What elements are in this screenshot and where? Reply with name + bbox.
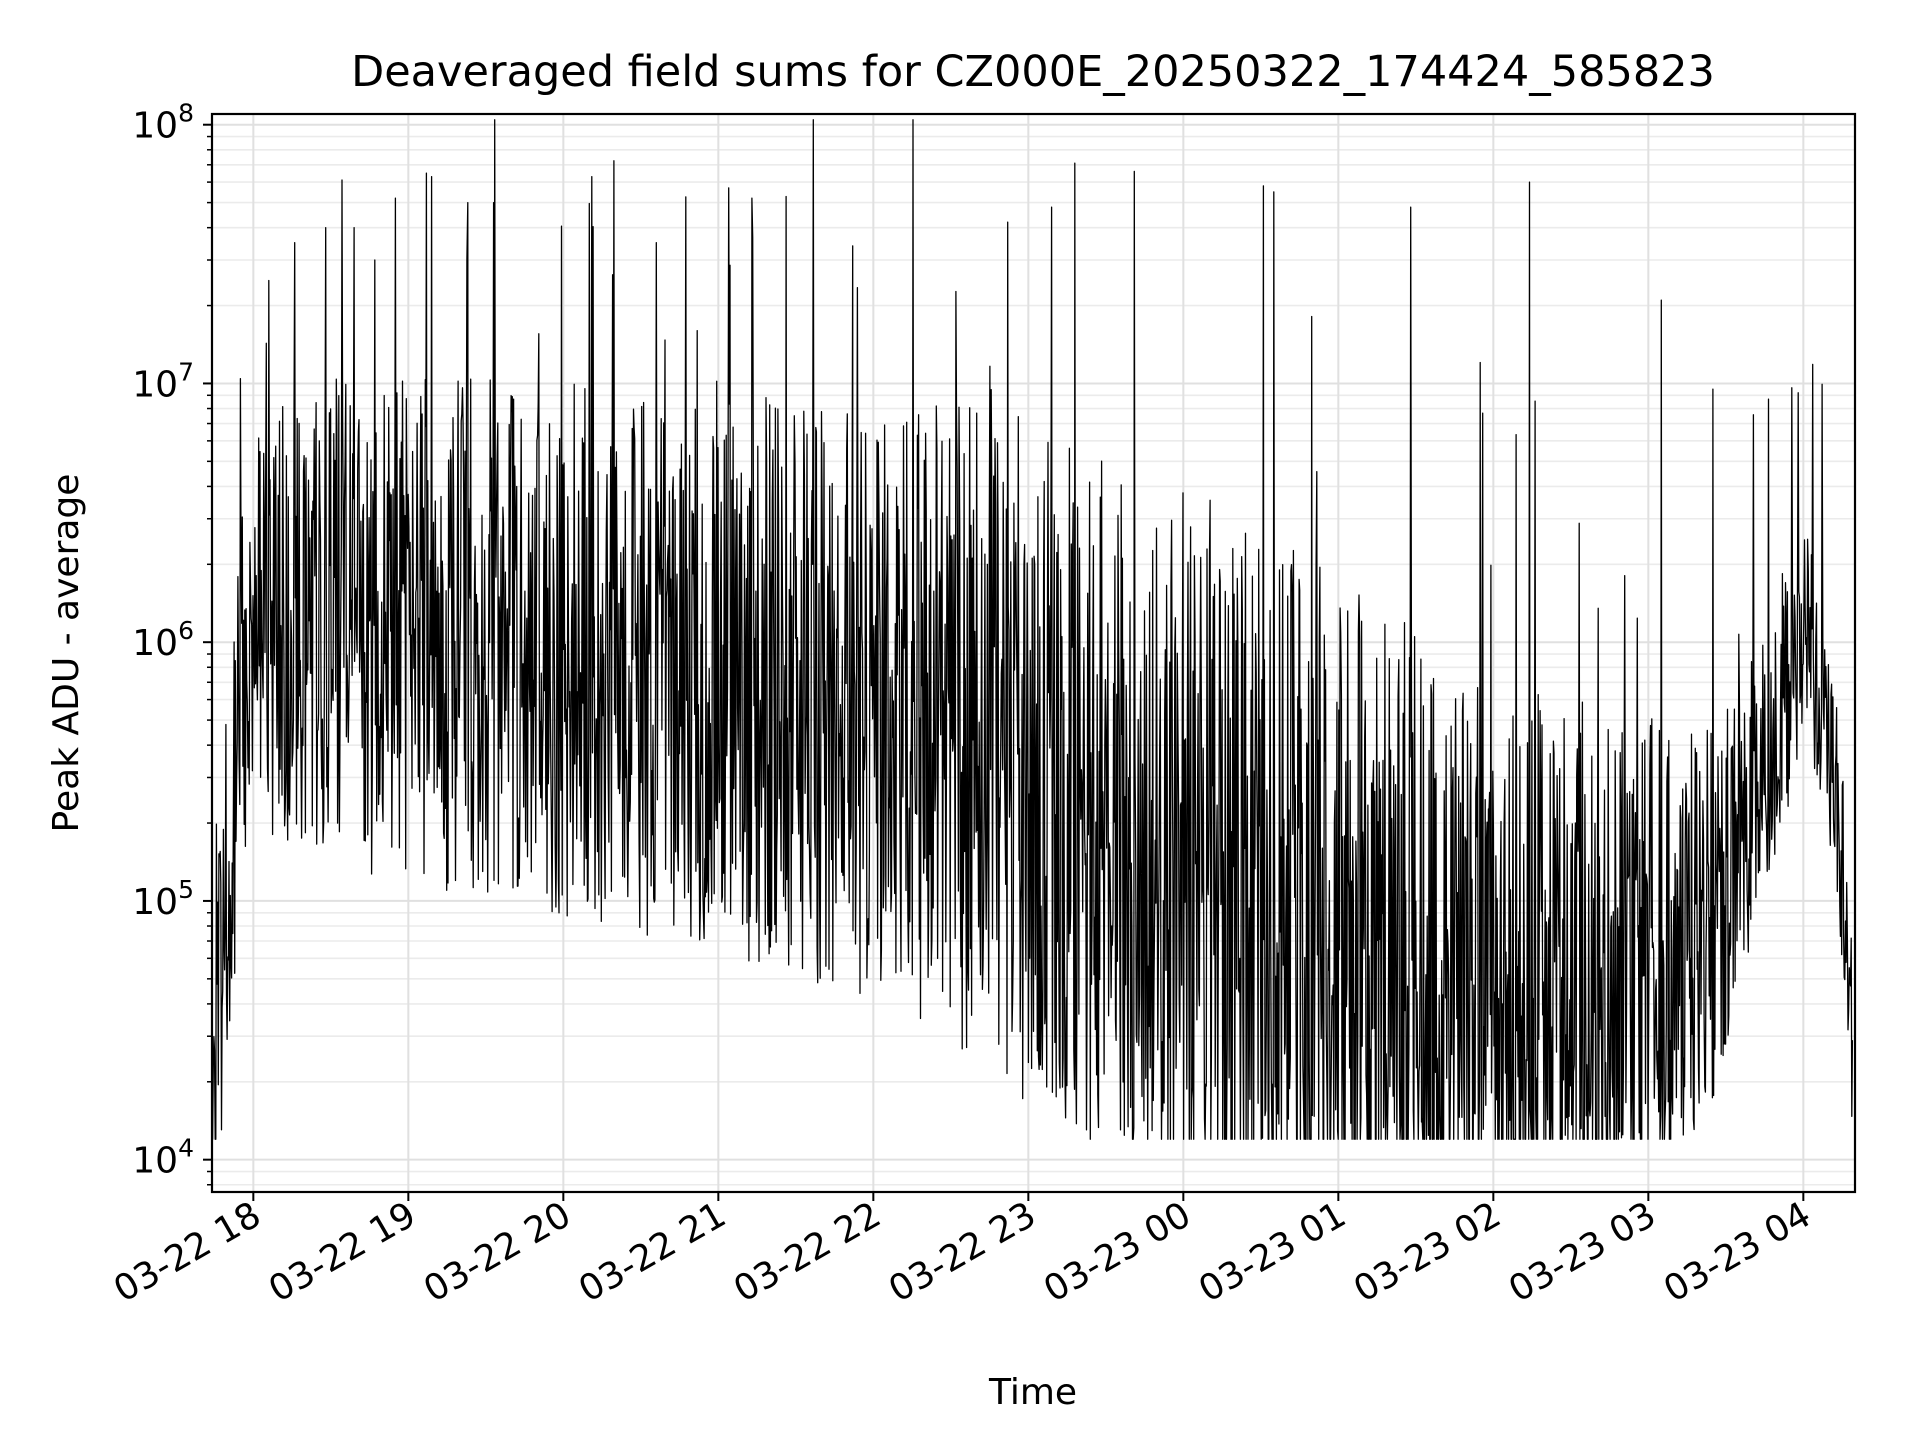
y-tick-label: 108 [132, 99, 194, 147]
y-tick-label: 107 [132, 357, 194, 405]
series-layer [211, 119, 1854, 1140]
y-axis-label: Peak ADU - average [46, 474, 87, 833]
x-axis-label: Time [988, 1372, 1077, 1413]
series-line [211, 119, 1854, 1140]
y-axis: 104 105 106 107 108 [132, 99, 212, 1186]
chart-title: Deaveraged field sums for CZ000E_2025032… [351, 47, 1715, 97]
plot-frame [210, 112, 1857, 1194]
y-tick-label: 105 [132, 875, 194, 923]
y-tick-label: 106 [132, 616, 194, 664]
y-tick-label: 104 [132, 1134, 194, 1182]
